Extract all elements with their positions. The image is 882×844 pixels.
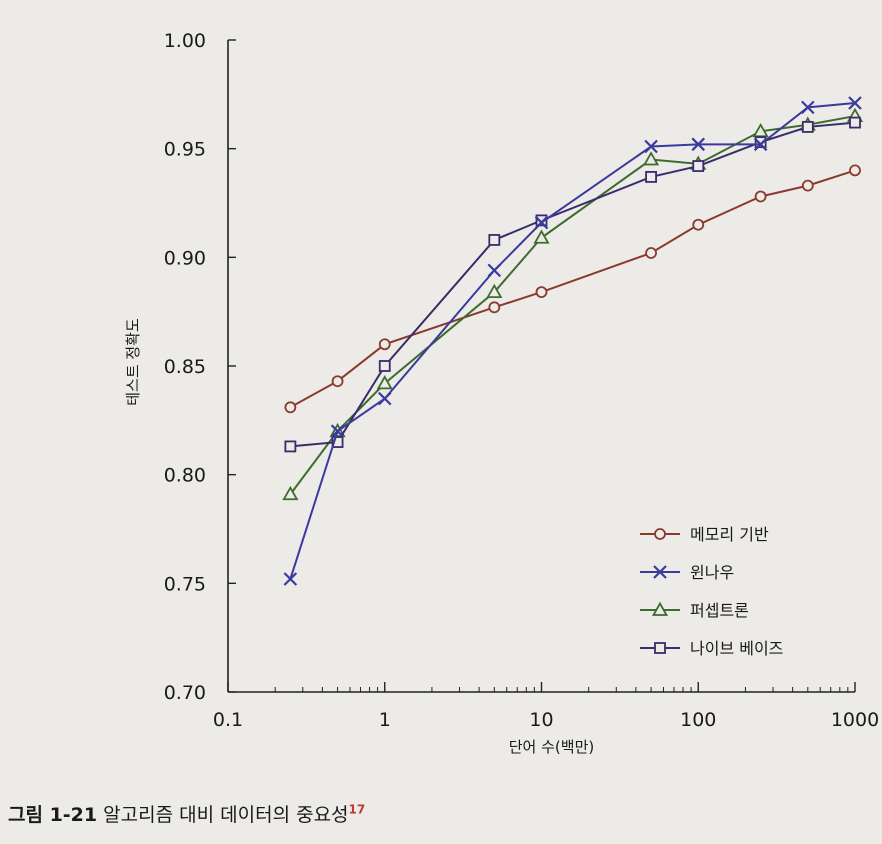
- data-point-stroke: [644, 139, 658, 154]
- figure-number: 그림 1-21: [8, 804, 98, 826]
- data-point: [535, 286, 548, 299]
- data-point: [754, 136, 767, 149]
- data-point: [377, 391, 392, 406]
- data-point-stroke: [691, 137, 706, 152]
- data-point: [330, 424, 345, 438]
- data-point: [801, 100, 815, 115]
- data-point: [487, 263, 502, 278]
- y-axis-title: 테스트 정확도: [124, 318, 142, 406]
- x-tick-label: 0.1: [213, 709, 243, 731]
- data-point: [376, 375, 393, 390]
- legend-item: 퍼셉트론: [640, 601, 749, 620]
- legend-marker: [654, 642, 666, 654]
- data-point: [691, 137, 706, 152]
- data-point: [644, 139, 658, 154]
- data-point-stroke: [377, 391, 392, 406]
- series-layer: [282, 96, 864, 586]
- data-point-stroke: [487, 263, 502, 278]
- data-point: [284, 401, 297, 414]
- data-point: [849, 164, 861, 177]
- legend-marker-stroke: [653, 565, 667, 579]
- data-point-stroke: [534, 215, 549, 230]
- data-point: [801, 121, 814, 133]
- data-point: [284, 440, 297, 453]
- caption-text: 알고리즘 대비 데이터의 중요성: [103, 804, 349, 826]
- data-point: [378, 360, 391, 372]
- series-4: [284, 116, 861, 453]
- legend-label: 퍼셉트론: [690, 601, 749, 620]
- legend-item: 윈나우: [640, 563, 734, 582]
- data-point-stroke: [753, 137, 768, 152]
- data-point: [488, 301, 501, 314]
- legend-marker: [654, 528, 666, 540]
- data-point: [331, 375, 344, 388]
- data-point-stroke: [330, 424, 345, 438]
- x-tick-label: 10: [529, 709, 553, 731]
- data-point: [282, 485, 299, 501]
- figure-caption: 그림 1-21 알고리즘 대비 데이터의 중요성17: [8, 800, 365, 827]
- x-tick-label: 1: [379, 709, 391, 731]
- legend-item: 나이브 베이즈: [640, 639, 783, 658]
- legend-label: 메모리 기반: [690, 525, 769, 544]
- data-point: [534, 215, 549, 230]
- data-point: [849, 116, 861, 129]
- data-point: [645, 171, 657, 183]
- series-line: [289, 169, 856, 409]
- data-point: [753, 137, 768, 152]
- y-tick-label: 0.70: [164, 682, 206, 704]
- data-point-stroke: [801, 100, 815, 115]
- legend-label: 윈나우: [690, 563, 734, 582]
- x-tick-label: 1000: [831, 709, 879, 731]
- series-line: [290, 121, 856, 448]
- y-tick-label: 0.75: [164, 573, 206, 595]
- data-point: [533, 229, 550, 244]
- data-point: [692, 160, 705, 172]
- data-point: [378, 338, 391, 351]
- legend-label: 나이브 베이즈: [690, 639, 783, 658]
- chart: 0.70 0.75 0.80 0.85 0.90 0.95 1.00 0.1 1 10 100 100…: [124, 30, 879, 756]
- data-point: [331, 436, 344, 448]
- data-point: [754, 190, 767, 203]
- series-line: [289, 115, 856, 495]
- y-tick-label: 0.95: [164, 139, 206, 161]
- legend-marker: [651, 601, 669, 616]
- x-axis-title: 단어 수(백만): [509, 738, 594, 756]
- data-point: [645, 247, 657, 259]
- data-point: [643, 151, 660, 166]
- data-point: [486, 283, 503, 299]
- legend-marker: [653, 565, 667, 579]
- series-1: [284, 164, 861, 414]
- data-point: [801, 179, 814, 192]
- data-point-stroke: [848, 96, 862, 110]
- footnote-mark: 17: [348, 802, 366, 817]
- legend-item: 메모리 기반: [640, 525, 769, 544]
- axes: 0.70 0.75 0.80 0.85 0.90 0.95 1.00 0.1 1 10 100 100…: [124, 30, 879, 756]
- series-2: [283, 96, 862, 586]
- data-point-stroke: [283, 572, 298, 586]
- y-tick-label: 0.80: [164, 465, 206, 487]
- series-line: [289, 102, 856, 580]
- y-tick-label: 0.85: [164, 356, 206, 378]
- data-point: [488, 234, 501, 246]
- data-point: [692, 218, 705, 231]
- x-tick-label: 100: [680, 709, 716, 731]
- y-tick-label: 1.00: [164, 30, 206, 52]
- series-3: [282, 107, 864, 501]
- y-tick-label: 0.90: [164, 247, 206, 269]
- data-point: [535, 214, 548, 227]
- data-point: [283, 572, 298, 586]
- data-point: [848, 96, 862, 110]
